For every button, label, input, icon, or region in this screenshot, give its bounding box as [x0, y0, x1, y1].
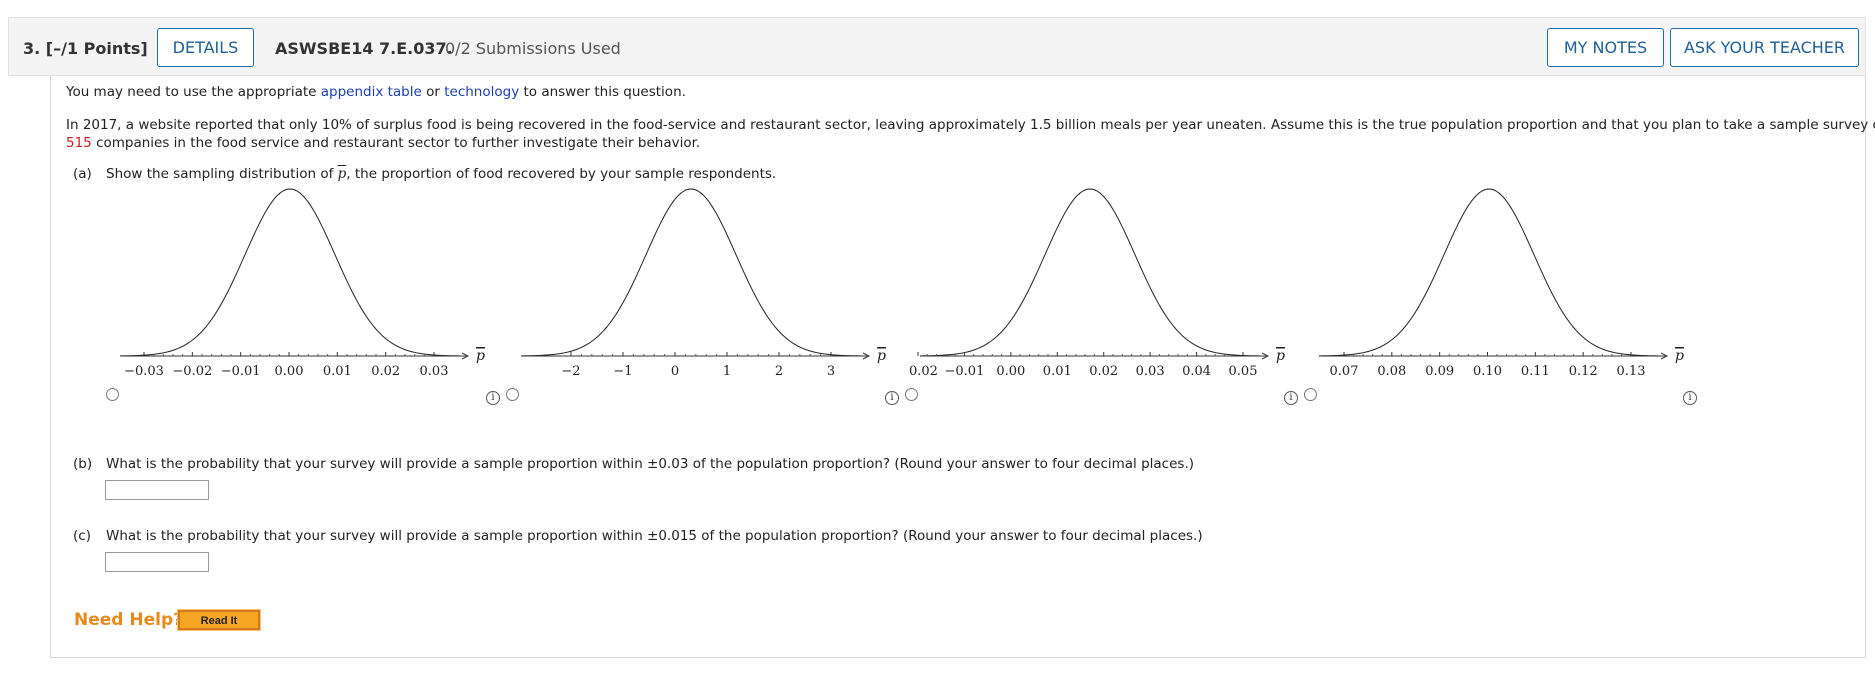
tick-label: −1 — [613, 364, 632, 379]
normal-curve — [1318, 188, 1660, 357]
option-2-graph: −2 −1 0 1 2 3 p — [509, 184, 949, 409]
sample-size-value: 515 — [66, 135, 92, 151]
p-bar-axis-label: p — [1675, 348, 1684, 364]
question-code: ASWSBE14 7.E.037. — [275, 39, 453, 58]
tick-label: 0.03 — [420, 364, 449, 379]
info-icon[interactable]: i — [486, 391, 500, 405]
tick-label: −2 — [561, 364, 580, 379]
intro-text: You may need to use the appropriate appe… — [66, 84, 686, 100]
normal-curve — [919, 188, 1261, 357]
normal-curve-graph-1: −0.03 −0.02 −0.01 0.00 0.01 0.02 0.03 p — [119, 188, 485, 379]
tick-label: 0 — [671, 364, 679, 379]
p-bar-axis-label: p — [1276, 348, 1285, 364]
part-a-prompt: (a) Show the sampling distribution of p, … — [73, 166, 777, 182]
question-panel — [50, 76, 1866, 658]
tick-label: 0.03 — [1136, 364, 1165, 379]
normal-curve-graph-4: 0.07 0.08 0.09 0.10 0.11 0.12 0.13 p — [1318, 188, 1684, 379]
p-bar-symbol: p — [337, 166, 347, 182]
tick-label: 0.05 — [1229, 364, 1258, 379]
option-1-graph: −0.03 −0.02 −0.01 0.00 0.01 0.02 0.03 p — [108, 184, 548, 409]
p-bar-axis-label: p — [476, 348, 485, 364]
read-it-button[interactable]: Read It — [177, 609, 261, 631]
normal-curve — [119, 188, 461, 357]
tick-label: 0.04 — [1182, 364, 1211, 379]
technology-link[interactable]: technology — [444, 84, 520, 100]
tick-label: −0.02 — [172, 364, 212, 379]
axis-arrow — [461, 352, 470, 360]
tick-label: 0.13 — [1617, 364, 1646, 379]
axis-arrow — [862, 352, 871, 360]
tick-label: 0.11 — [1521, 364, 1550, 379]
details-button[interactable]: DETAILS — [157, 28, 254, 67]
option-3-graph: −0.02 −0.01 0.00 0.01 0.02 0.03 0.04 0.05 p — [908, 184, 1348, 409]
tick-label: 2 — [775, 364, 783, 379]
part-c-prompt: (c) What is the probability that your sur… — [73, 528, 1203, 544]
question-number: 3. [–/1 Points] — [23, 39, 148, 58]
info-icon[interactable]: i — [1683, 391, 1697, 405]
tick-label: −0.01 — [945, 364, 985, 379]
submissions-count: 0/2 Submissions Used — [445, 39, 621, 58]
appendix-table-link[interactable]: appendix table — [320, 84, 422, 100]
need-help-label: Need Help? — [74, 610, 183, 630]
tick-label: 0.12 — [1569, 364, 1598, 379]
tick-label: 1 — [723, 364, 731, 379]
ask-your-teacher-button[interactable]: ASK YOUR TEACHER — [1670, 28, 1859, 67]
option-2-radio[interactable] — [506, 388, 519, 401]
p-bar-axis-label: p — [877, 348, 886, 364]
normal-curve-graph-3: −0.02 −0.01 0.00 0.01 0.02 0.03 0.04 0.05 p — [908, 188, 1285, 379]
axis-arrow — [1660, 352, 1669, 360]
tick-label: −0.03 — [124, 364, 164, 379]
normal-curve — [520, 188, 862, 357]
tick-label: 0.09 — [1425, 364, 1454, 379]
normal-curve-graph-2: −2 −1 0 1 2 3 p — [520, 188, 886, 379]
tick-label: 0.07 — [1330, 364, 1359, 379]
tick-label: 0.08 — [1377, 364, 1406, 379]
part-c-answer-input[interactable] — [105, 552, 209, 572]
tick-label: 0.02 — [371, 364, 400, 379]
part-b-prompt: (b) What is the probability that your sur… — [73, 456, 1195, 472]
tick-label: 0.00 — [275, 364, 304, 379]
question-header: 3. [–/1 Points] DETAILS ASWSBE14 7.E.037… — [8, 17, 1866, 76]
tick-label: −0.02 — [908, 364, 938, 379]
tick-label: 0.10 — [1473, 364, 1502, 379]
option-1-radio[interactable] — [106, 388, 119, 401]
question-body-line1: In 2017, a website reported that only 10… — [66, 117, 1875, 133]
option-4-radio[interactable] — [1304, 388, 1317, 401]
info-icon[interactable]: i — [885, 391, 899, 405]
option-3-radio[interactable] — [905, 388, 918, 401]
axis-arrow — [1261, 352, 1270, 360]
tick-label: 3 — [827, 364, 835, 379]
question-body-line2: 515 companies in the food service and re… — [66, 135, 701, 151]
tick-label: 0.01 — [323, 364, 352, 379]
my-notes-button[interactable]: MY NOTES — [1547, 28, 1664, 67]
tick-label: −0.01 — [221, 364, 261, 379]
tick-label: 0.02 — [1089, 364, 1118, 379]
tick-label: 0.00 — [996, 364, 1025, 379]
option-4-graph: 0.07 0.08 0.09 0.10 0.11 0.12 0.13 p — [1307, 184, 1747, 409]
info-icon[interactable]: i — [1284, 391, 1298, 405]
tick-label: 0.01 — [1043, 364, 1072, 379]
part-b-answer-input[interactable] — [105, 480, 209, 500]
